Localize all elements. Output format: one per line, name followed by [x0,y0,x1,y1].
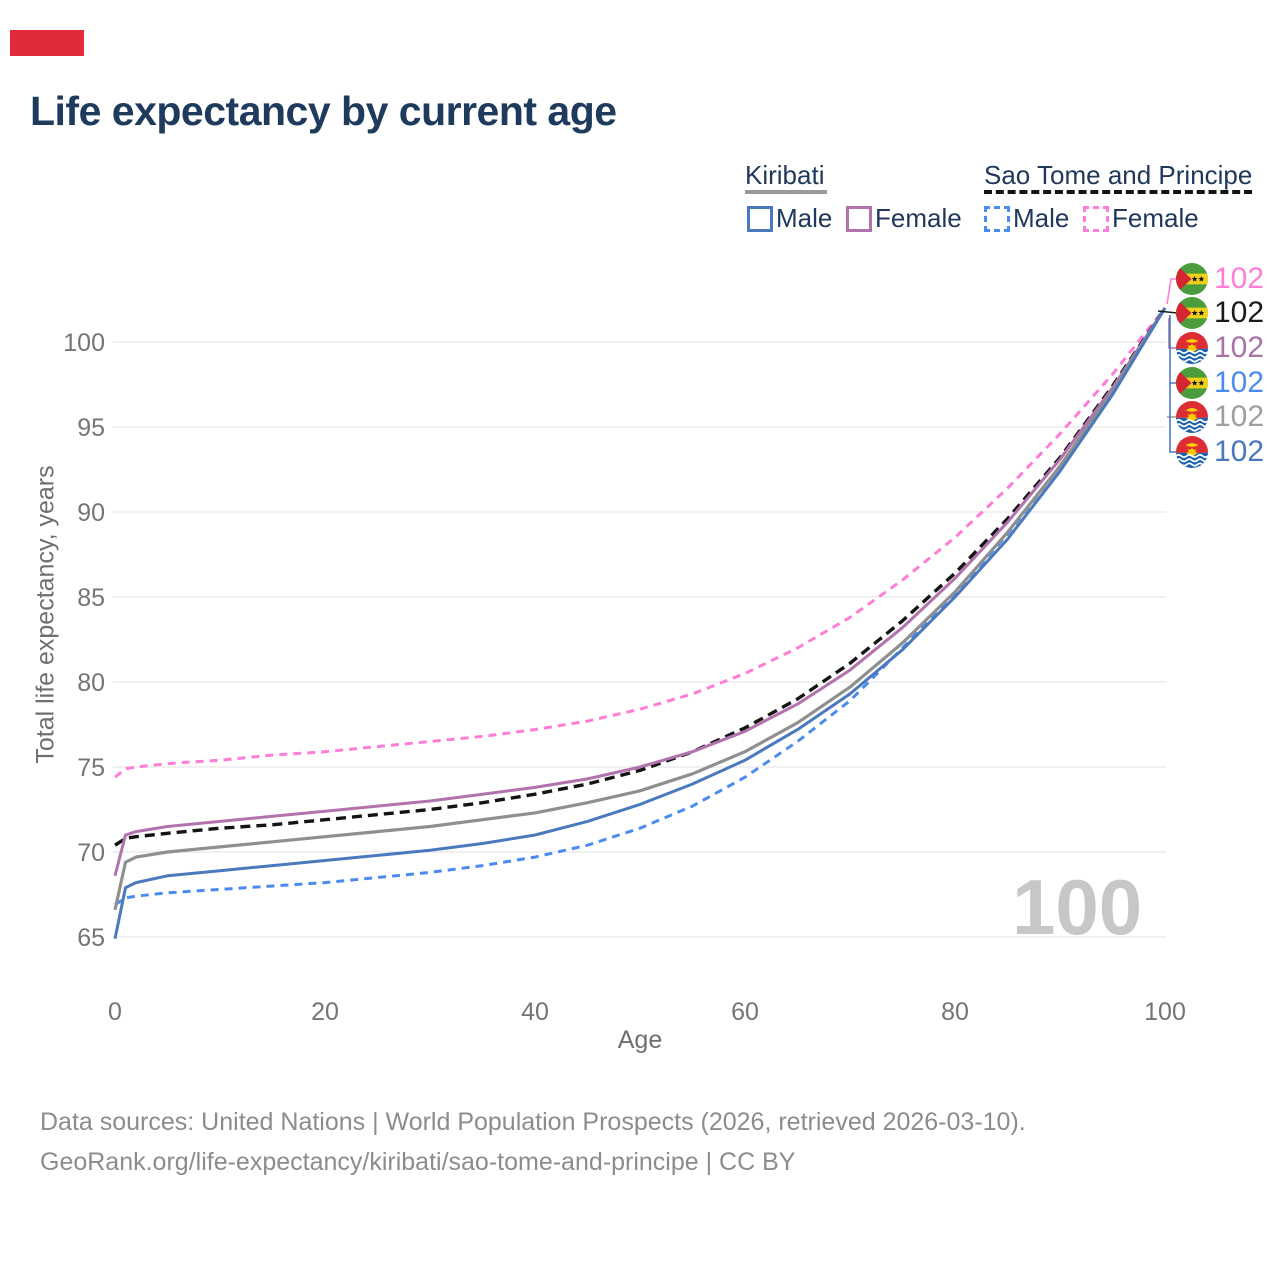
y-tick-label: 80 [77,669,105,697]
end-label-stp-total: 102 [1176,296,1264,330]
series-line [113,307,1167,911]
legend-label-stp-male[interactable]: Male [1013,203,1070,233]
page-title: Life expectancy by current age [30,88,617,134]
legend-swatch-kiribati-female[interactable] [846,206,872,232]
sao-tome-flag-icon [1176,367,1208,399]
y-tick-label: 95 [77,414,105,442]
legend-label-kiribati-female[interactable]: Female [875,203,962,233]
x-axis-title: Age [617,1026,663,1054]
end-label-connector [1169,315,1177,453]
end-label-stp-male: 102 [1176,366,1264,400]
series-line [113,307,1167,940]
end-value: 102 [1214,331,1265,364]
end-label-connector [1166,278,1177,305]
kiribati-flag-icon [1176,436,1208,468]
legend-group-kiribati-title[interactable]: Kiribati [745,160,825,190]
legend-swatch-stp-male[interactable] [984,206,1010,232]
end-label-connector [1157,310,1178,314]
end-label-connector [1168,318,1177,349]
kiribati-flag-icon [1176,401,1208,433]
y-tick-label: 65 [77,924,105,952]
x-tick-label: 60 [731,998,759,1026]
series-line [114,307,1167,779]
y-tick-label: 70 [77,839,105,867]
legend-group-stp-underline [984,190,1252,194]
series-line [113,307,1167,877]
legend-label-stp-female[interactable]: Female [1112,203,1199,233]
legend-label-kiribati-male[interactable]: Male [776,203,833,233]
end-value: 102 [1214,435,1265,468]
kiribati-flag-icon [1176,332,1208,364]
end-value: 102 [1214,400,1265,433]
end-label-stp-female: 102 [1176,262,1264,296]
x-tick-label: 20 [311,998,339,1026]
end-value: 102 [1214,296,1265,329]
y-tick-label: 75 [77,754,105,782]
end-label-kiribati-male: 102 [1176,435,1264,469]
sao-tome-flag-icon [1176,263,1208,295]
y-tick-label: 85 [77,584,105,612]
y-axis-title: Total life expectancy, years [31,465,60,764]
y-tick-label: 90 [77,499,105,527]
legend-swatch-kiribati-male[interactable] [747,206,773,232]
brand-accent-bar [10,30,84,56]
x-tick-label: 40 [521,998,549,1026]
source-url: GeoRank.org/life-expectancy/kiribati/sao… [40,1148,796,1176]
legend-group-kiribati-underline [745,190,827,194]
end-label-kiribati-total: 102 [1176,400,1264,434]
y-tick-label: 100 [63,329,105,357]
x-tick-label: 100 [1144,998,1186,1026]
end-value: 102 [1214,366,1265,399]
data-source-attribution: Data sources: United Nations | World Pop… [40,1108,1026,1136]
series-line [114,307,1167,847]
end-label-kiribati-female: 102 [1176,331,1264,365]
sao-tome-flag-icon [1176,297,1208,329]
legend-group-stp-title[interactable]: Sao Tome and Principe [984,160,1253,190]
x-tick-label: 0 [108,998,122,1026]
x-tick-label: 80 [941,998,969,1026]
end-value: 102 [1214,262,1265,295]
legend-swatch-stp-female[interactable] [1083,206,1109,232]
